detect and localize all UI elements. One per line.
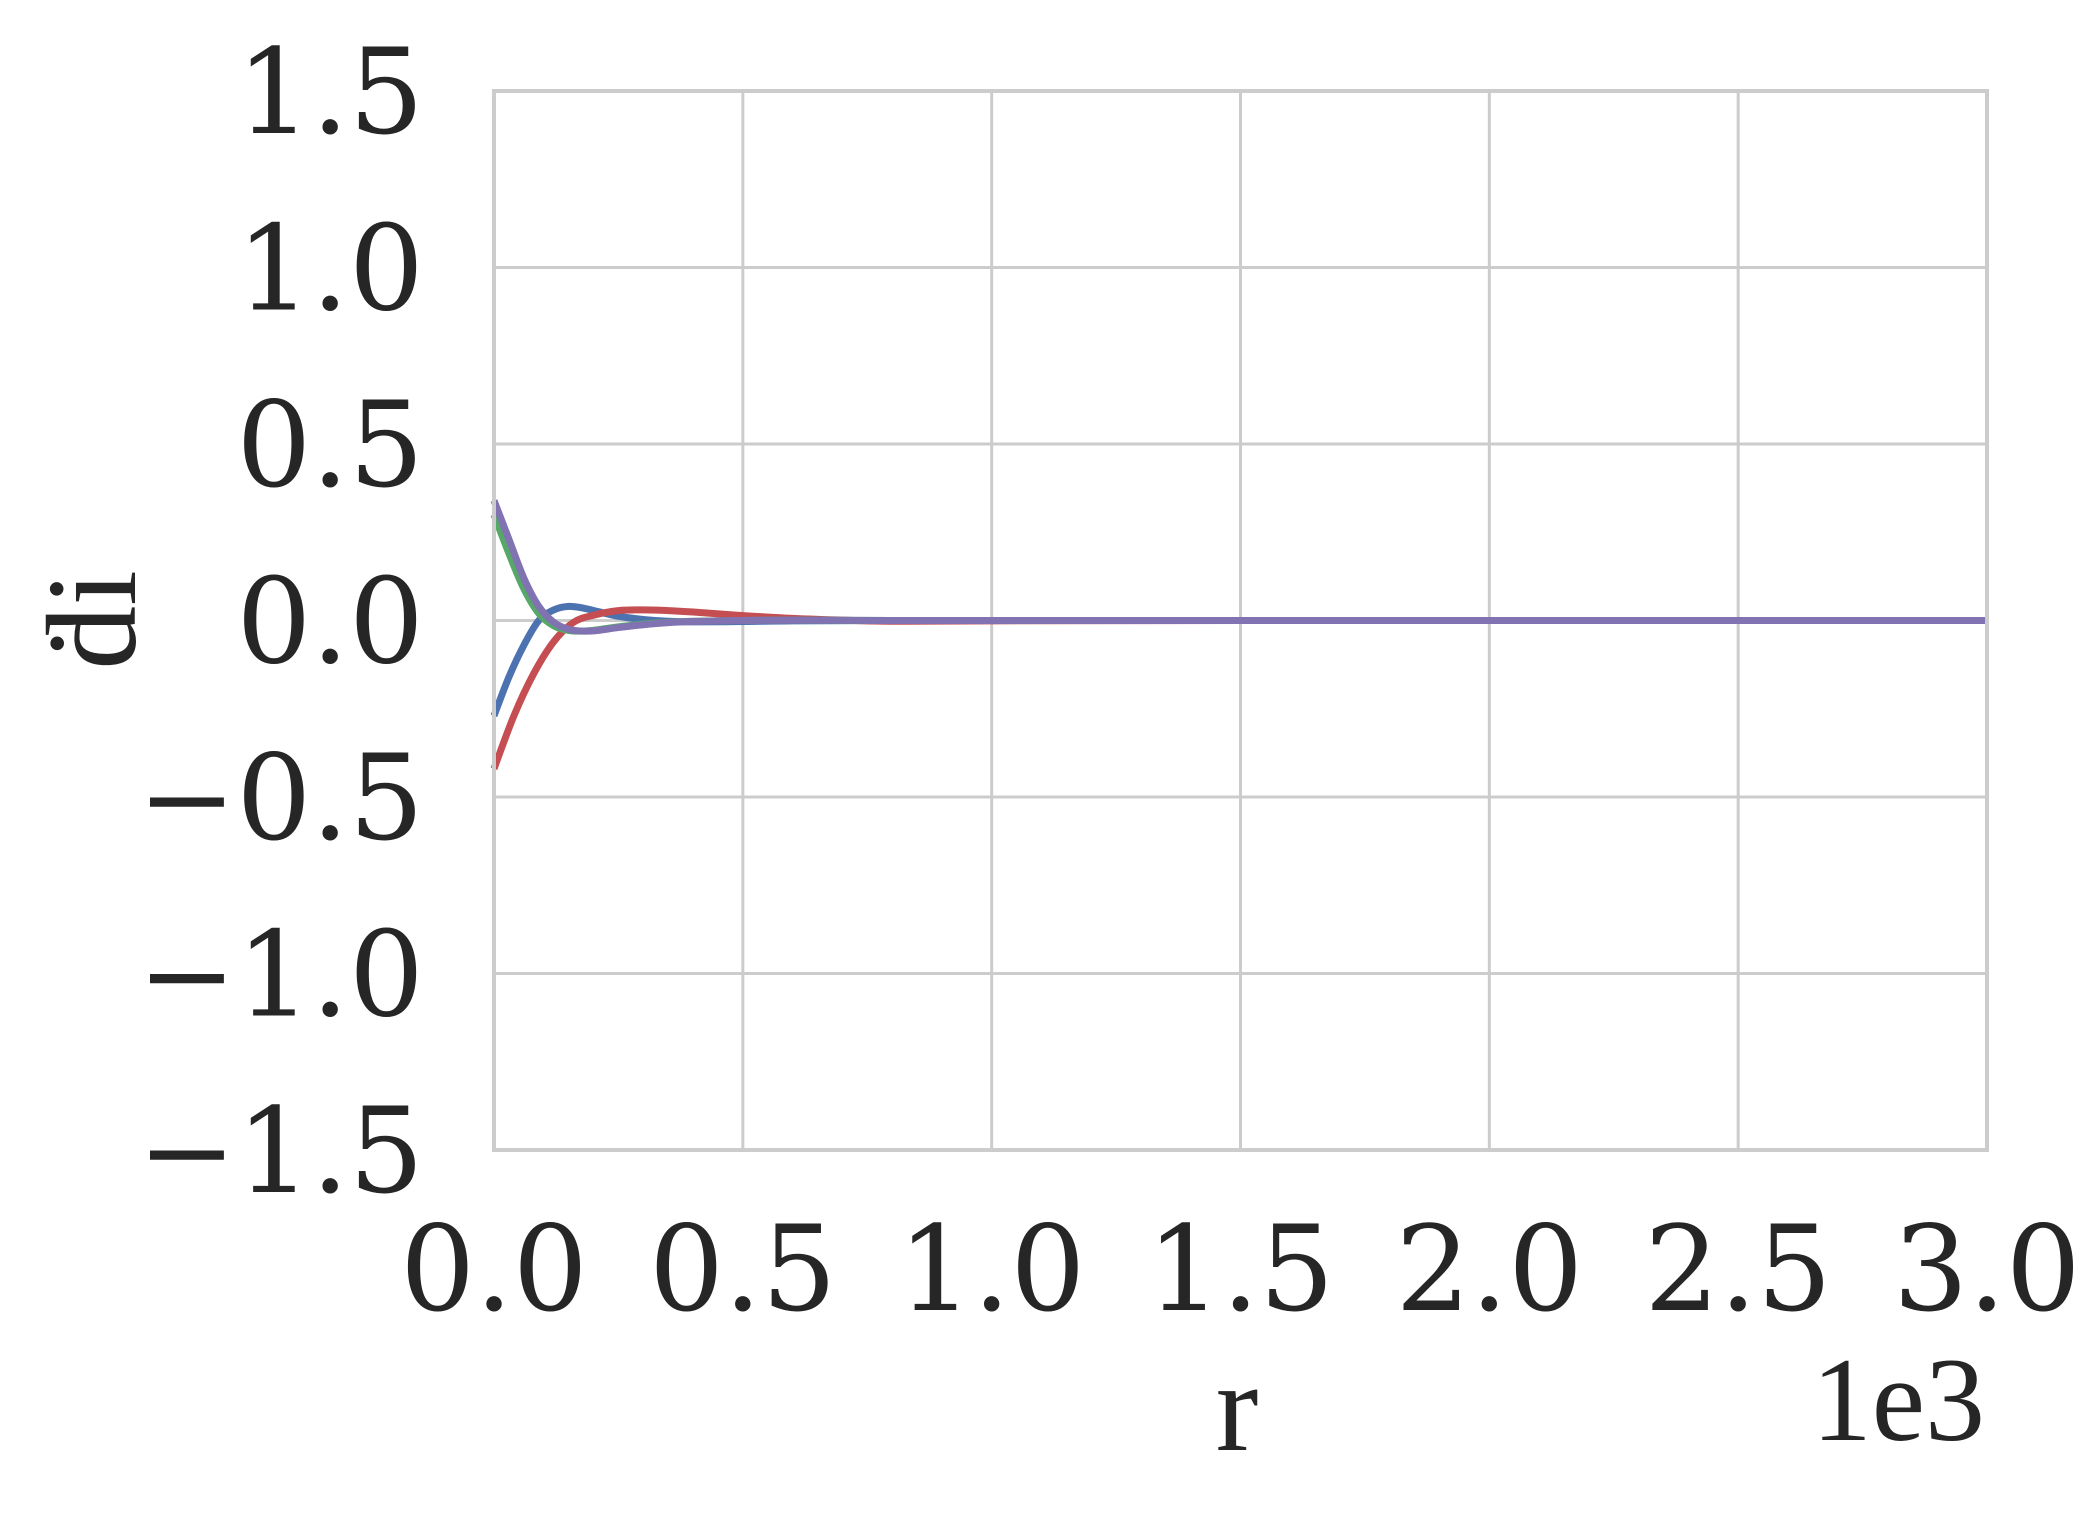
plot-frame [492, 89, 1989, 1152]
x-tick-labels: 0.0 0.5 1.0 1.5 2.0 2.5 3.0 [400, 1200, 2081, 1338]
series-lines [490, 499, 1987, 770]
y-axis-label: ḋi [21, 570, 163, 670]
x-tick-label: 2.0 [1395, 1200, 1583, 1338]
x-axis-label: r [1216, 1336, 1259, 1478]
x-tick-label: 3.0 [1893, 1200, 2081, 1338]
y-tick-label: 0.0 [236, 553, 424, 691]
y-tick-label: −1.5 [137, 1082, 424, 1220]
y-tick-label: 1.5 [236, 23, 424, 161]
x-axis-offset-label: 1e3 [1812, 1333, 1985, 1466]
y-tick-labels: 1.5 1.0 0.5 0.0 −0.5 −1.0 −1.5 [137, 23, 424, 1220]
series-line-3 [490, 499, 1987, 635]
x-tick-label: 0.0 [400, 1200, 588, 1338]
x-tick-label: 1.0 [898, 1200, 1086, 1338]
y-tick-label: −1.0 [137, 906, 424, 1044]
x-tick-label: 2.5 [1644, 1200, 1832, 1338]
y-tick-label: 1.0 [236, 200, 424, 338]
y-tick-label: −0.5 [137, 729, 424, 867]
x-tick-label: 1.5 [1147, 1200, 1335, 1338]
x-tick-label: 0.5 [649, 1200, 837, 1338]
y-tick-label: 0.5 [236, 376, 424, 514]
